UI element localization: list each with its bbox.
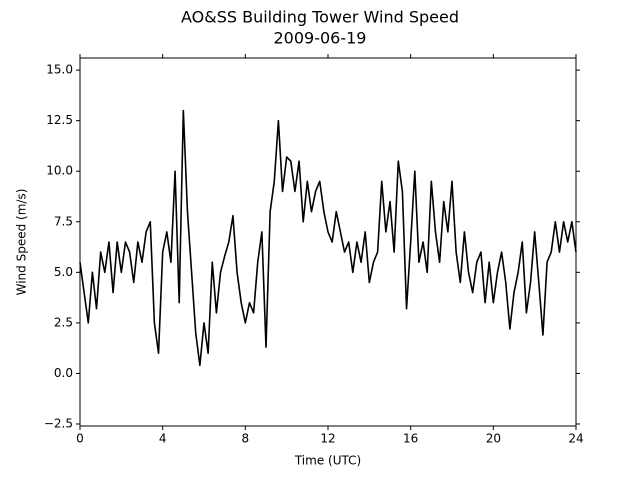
y-tick-label: 10.0 bbox=[46, 164, 73, 178]
y-tick-label: 15.0 bbox=[46, 63, 73, 77]
x-tick-label: 24 bbox=[568, 432, 583, 446]
x-tick-label: 8 bbox=[242, 432, 250, 446]
y-tick-label: 7.5 bbox=[54, 214, 73, 228]
y-axis-label: Wind Speed (m/s) bbox=[15, 189, 29, 296]
y-tick-label: 12.5 bbox=[46, 113, 73, 127]
chart-subtitle: 2009-06-19 bbox=[274, 29, 367, 48]
x-tick-label: 4 bbox=[159, 432, 167, 446]
x-tick-label: 12 bbox=[320, 432, 335, 446]
data-line bbox=[79, 109, 577, 367]
y-tick-label: 2.5 bbox=[54, 315, 73, 329]
x-tick-label: 0 bbox=[76, 432, 84, 446]
y-tick-label: −2.5 bbox=[44, 416, 73, 430]
chart-title: AO&SS Building Tower Wind Speed bbox=[181, 8, 459, 27]
x-axis-label: Time (UTC) bbox=[294, 454, 361, 468]
y-tick-label: 0.0 bbox=[54, 366, 73, 380]
x-tick-label: 16 bbox=[403, 432, 418, 446]
x-tick-label: 20 bbox=[486, 432, 501, 446]
y-tick-label: 5.0 bbox=[54, 265, 73, 279]
plot-frame bbox=[79, 57, 577, 427]
